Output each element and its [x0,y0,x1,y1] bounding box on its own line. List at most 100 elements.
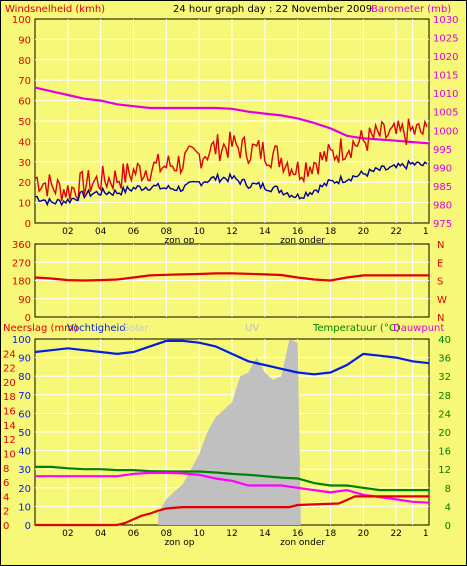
windspeed-line [34,118,428,202]
x-tick-label: 10 [193,227,205,237]
direction-tick-label: 180 [12,277,31,288]
barometer-tick-label: 985 [433,182,452,193]
x-tick-label: 16 [292,227,304,237]
dewpoint-line [35,471,430,504]
temperature-tick-label: 32 [438,372,451,383]
x-tick-label: 1 [423,227,429,237]
humidity-tick-label: 70 [18,391,31,402]
rain-line [35,495,429,527]
temperature-tick-label: 20 [438,428,451,439]
x-tick-label: 04 [95,529,107,539]
windspeed-tick-label: 30 [18,158,31,169]
windspeed-tick-label: 80 [18,56,31,67]
temperature-tick-label: 40 [438,335,451,346]
sunset-label: zon onder [280,538,325,548]
rain-tick-label: 2 [3,507,9,518]
windspeed-axis-title: Windsnelheid (kmh) [5,4,105,15]
windspeed-tick-label: 20 [18,178,31,189]
rain-tick-label: 10 [3,449,16,460]
rain-tick-label: 4 [3,492,9,503]
uv-axis-title: UV [245,323,259,334]
sunrise-label: zon op [164,538,194,548]
barometer-tick-label: 980 [433,200,452,211]
x-tick-label: 20 [358,227,370,237]
compass-label: N [437,240,444,251]
temperature-tick-label: 8 [445,484,451,495]
direction-tick-label: 0 [25,313,31,324]
x-tick-label: 14 [259,529,271,539]
barometer-tick-label: 1030 [433,15,458,26]
wind-direction-line [34,272,429,282]
barometer-tick-label: 1000 [433,126,458,137]
temperature-tick-label: 12 [438,465,451,476]
gust-line [34,159,428,207]
x-tick-label: 12 [226,529,237,539]
x-tick-label: 12 [226,227,237,237]
dewpoint-axis-title: Dauwpunt [393,323,444,334]
rain-tick-label: 22 [3,364,16,375]
x-tick-label: 08 [161,227,173,237]
x-tick-label: 22 [390,227,401,237]
rain-tick-label: 24 [3,349,16,360]
rain-tick-label: 16 [3,407,16,418]
x-tick-label: 20 [358,529,370,539]
barometer-axis-title: Barometer (mb) [371,4,451,15]
x-tick-label: 02 [62,227,73,237]
x-tick-label: 16 [292,529,304,539]
humidity-tick-label: 30 [18,465,31,476]
x-tick-label: 10 [193,529,205,539]
barometer-tick-label: 995 [433,145,452,156]
humidity-tick-label: 10 [18,502,31,513]
windspeed-tick-label: 90 [18,35,31,46]
windspeed-tick-label: 60 [18,97,31,108]
humidity-tick-label: 100 [12,335,31,346]
rain-axis-title: Neerslag (mm) [3,323,78,334]
direction-tick-label: 270 [12,258,31,269]
windspeed-tick-label: 50 [18,117,31,128]
windspeed-tick-label: 40 [18,137,31,148]
direction-tick-label: 90 [18,295,31,306]
windspeed-tick-label: 0 [25,219,31,230]
barometer-tick-label: 1025 [433,34,458,45]
x-tick-label: 06 [128,529,140,539]
windspeed-tick-label: 100 [12,15,31,26]
rain-tick-label: 12 [3,435,16,446]
rain-tick-label: 6 [3,478,9,489]
humidity-tick-label: 50 [18,428,31,439]
x-tick-label: 08 [161,529,173,539]
humidity-tick-label: 20 [18,484,31,495]
humidity-tick-label: 0 [25,521,31,532]
x-tick-label: 18 [325,529,337,539]
barometer-tick-label: 975 [433,219,452,230]
windspeed-tick-label: 70 [18,76,31,87]
temperature-tick-label: 0 [445,521,451,532]
temperature-axis-title: Temperatuur (°C) [312,323,400,334]
temperature-line [35,465,429,492]
rain-tick-label: 0 [3,521,9,532]
windspeed-tick-label: 10 [18,199,31,210]
x-tick-label: 1 [423,529,429,539]
direction-tick-label: 360 [12,240,31,251]
x-tick-label: 14 [259,227,271,237]
humidity-tick-label: 90 [18,354,31,365]
compass-label: E [437,258,443,269]
x-tick-label: 02 [62,529,73,539]
x-tick-label: 06 [128,227,140,237]
rain-tick-label: 20 [3,378,16,389]
barometer-tick-label: 1010 [433,89,458,100]
x-tick-label: 04 [95,227,107,237]
chart-title: 24 hour graph day : 22 November 2009 [173,4,372,15]
x-tick-label: 22 [390,529,401,539]
compass-label: S [437,277,443,288]
humidity-tick-label: 60 [18,409,31,420]
barometer-tick-label: 1020 [433,52,458,63]
humidity-axis-title: Vochtigheid [67,323,126,334]
compass-label: N [437,313,444,324]
temperature-tick-label: 16 [438,447,451,458]
humidity-tick-label: 40 [18,447,31,458]
barometer-tick-label: 990 [433,163,452,174]
barometer-tick-label: 1015 [433,71,458,82]
uv-area [158,339,301,525]
sunset-label: zon onder [280,236,325,246]
